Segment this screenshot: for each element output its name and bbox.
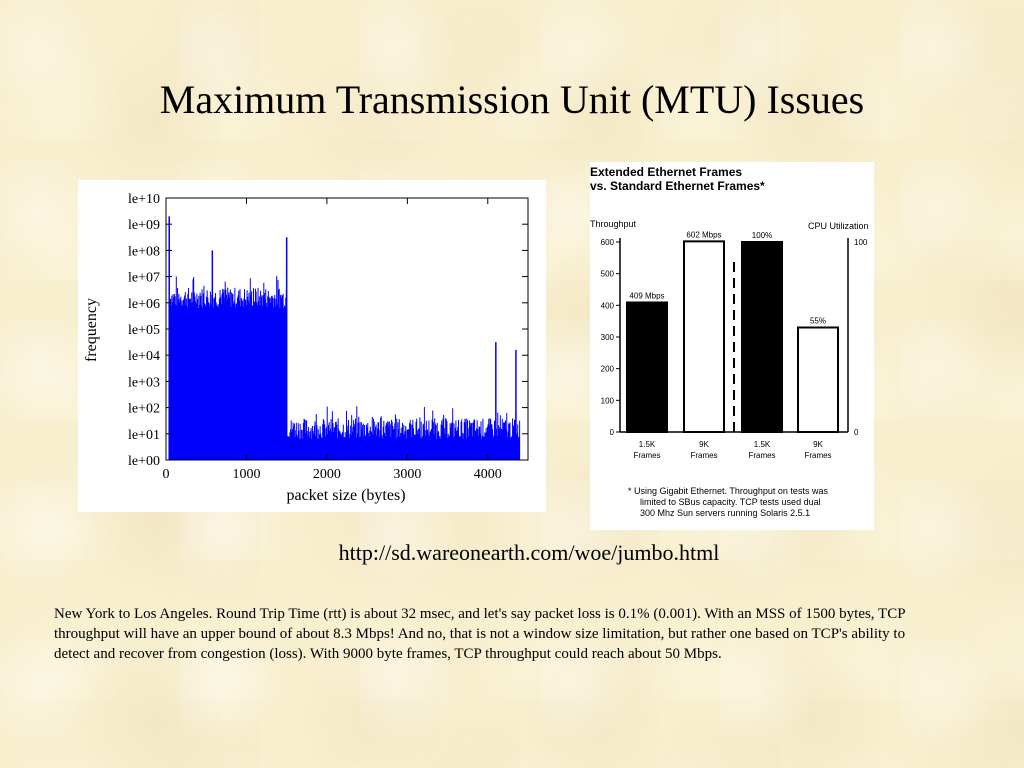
ethernet-chart-subtitle: vs. Standard Ethernet Frames* [590,179,765,193]
left-ytick-label: 500 [601,270,615,279]
histogram-ylabel: frequency [83,298,100,362]
footnote-line-2: limited to SBus capacity. TCP tests used… [640,497,821,507]
ethernet-bar [741,241,783,433]
left-ytick-label: 400 [601,301,615,310]
ethernet-bar-category-label: 1.5K [754,440,771,449]
ethernet-chart-marks: 0 100 200 300 400 500 600 0 100 409 Mbps 1.5K Frame… [601,230,868,460]
histogram-xtick-label: 1000 [232,467,260,482]
footnote-line-3: 300 Mhz Sun servers running Solaris 2.5.… [640,508,810,518]
histogram-ytick-label: le+06 [128,297,160,312]
left-ytick-label: 200 [601,365,615,374]
ethernet-bar-category-label: 9K [813,440,823,449]
ethernet-bar-category-label: Frames [690,451,717,460]
ethernet-bar-category-label: Frames [748,451,775,460]
histogram-ytick-label: le+04 [128,349,160,364]
histogram-ytick-label: le+07 [128,271,160,286]
histogram-ytick-label: le+03 [128,375,160,390]
ethernet-bar-category-label: Frames [804,451,831,460]
histogram-ytick-label: le+09 [128,218,160,233]
histogram-ticks: le+00 le+01 le+02 le+03 le+04 le+05 le+06 le+07… [128,192,528,482]
histogram-ytick-label: le+05 [128,323,160,338]
ethernet-bar-category-label: Frames [633,451,660,460]
ethernet-chart-title: Extended Ethernet Frames [590,165,742,179]
histogram-ytick-label: le+08 [128,244,160,259]
left-ytick-label: 600 [601,238,615,247]
source-url: http://sd.wareonearth.com/woe/jumbo.html [338,540,720,565]
histogram-xlabel: packet size (bytes) [286,487,405,504]
ethernet-bar-data-label: 55% [810,317,826,326]
footnote-line-1: * Using Gigabit Ethernet. Throughput on … [628,486,828,496]
histogram-ytick-label: le+02 [128,402,160,417]
ethernet-bar [683,240,725,433]
ethernet-bar-data-label: 100% [752,231,772,240]
right-ytick-label: 100 [854,238,868,247]
histogram-xtick-label: 0 [163,467,170,482]
body-paragraph: New York to Los Angeles. Round Trip Time… [54,606,906,662]
ethernet-bar-data-label: 602 Mbps [686,230,721,239]
histogram-xtick-label: 3000 [393,467,421,482]
right-ytick-label: 0 [854,428,859,437]
histogram-xtick-label: 4000 [474,467,502,482]
histogram-ytick-label: le+10 [128,192,160,207]
ethernet-frames-chart: Extended Ethernet Frames vs. Standard Et… [590,165,869,518]
ethernet-bar-data-label: 409 Mbps [629,291,664,300]
left-ytick-label: 100 [601,396,615,405]
histogram-xtick-label: 2000 [313,467,341,482]
histogram-ytick-label: le+00 [128,454,160,469]
histogram-ytick-label: le+01 [128,428,160,443]
slide-title: Maximum Transmission Unit (MTU) Issues [159,77,865,122]
ethernet-bar [797,326,839,433]
ethernet-bar-category-label: 1.5K [639,440,656,449]
ethernet-chart-panel: Extended Ethernet Frames vs. Standard Et… [590,162,874,530]
ethernet-bar [626,301,668,433]
ethernet-right-axis-label: CPU Utilization [808,221,869,231]
ethernet-left-axis-label: Throughput [590,219,637,229]
ethernet-bar-category-label: 9K [699,440,709,449]
histogram-bars [168,216,521,460]
left-ytick-label: 300 [601,333,615,342]
histogram-panel: le+00 le+01 le+02 le+03 le+04 le+05 le+06 le+07… [78,180,546,512]
histogram-chart: le+00 le+01 le+02 le+03 le+04 le+05 le+06 le+07… [83,192,529,504]
left-ytick-label: 0 [610,428,615,437]
